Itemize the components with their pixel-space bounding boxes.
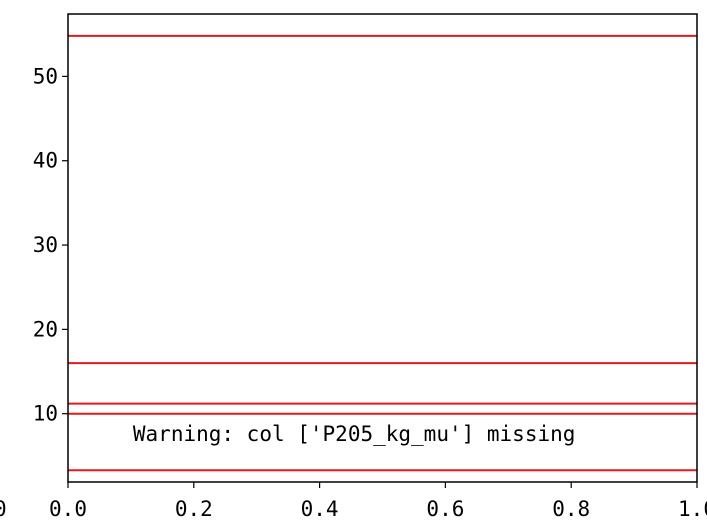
x-tick-label: 0.8 [552,497,590,521]
y-tick-label: 10 [33,402,58,426]
x-tick-label-clipped-left: 0 [0,497,7,521]
tick-labels: 0.0 0.2 0.4 0.6 0.8 1.0 10 20 30 40 50 [33,64,707,521]
x-tick-label: 1.0 [678,497,707,521]
y-tick-label: 50 [33,64,58,88]
ticks [62,75,698,488]
y-tick-label: 20 [33,317,58,341]
x-tick-label: 0.6 [426,497,464,521]
x-tick-label: 0.0 [49,497,87,521]
axes-frame [67,13,698,483]
warning-annotation: Warning: col ['P205_kg_mu'] missing [133,422,576,446]
x-tick-label: 0.2 [175,497,213,521]
y-tick-label: 40 [33,149,58,173]
axes [67,13,698,483]
plot-background [68,14,697,482]
plot-area [68,14,697,482]
series-lines [68,34,697,472]
x-tick-label: 0.4 [301,497,339,521]
y-tick-label: 30 [33,233,58,257]
